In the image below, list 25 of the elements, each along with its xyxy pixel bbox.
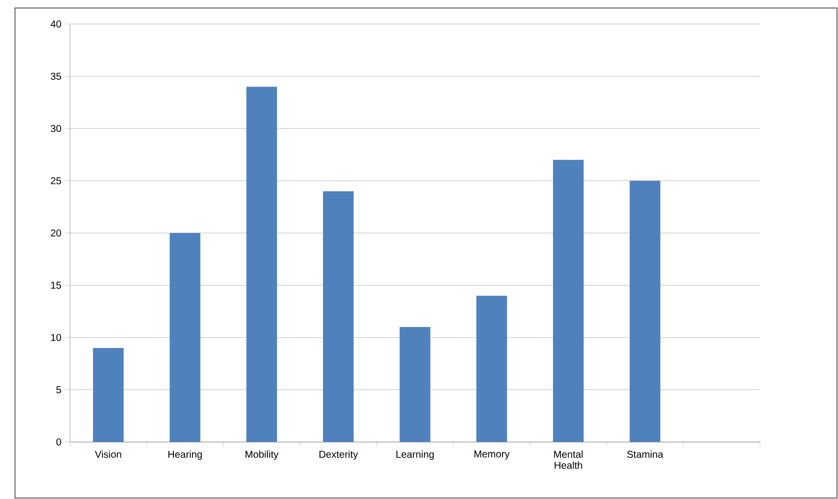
bar xyxy=(476,296,507,442)
x-tick-label: Stamina xyxy=(627,450,664,458)
bar xyxy=(630,180,660,442)
y-tick-label: 0 xyxy=(56,438,62,446)
x-tick-label: Learning xyxy=(396,450,434,460)
x-tick-label: Mobility xyxy=(246,450,279,460)
y-tick-label: 20 xyxy=(50,229,62,237)
y-tick-label: 10 xyxy=(51,334,62,342)
y-tick-label: 30 xyxy=(50,124,62,132)
y-tick-label: 15 xyxy=(51,282,62,289)
y-tick-label: 25 xyxy=(50,177,62,184)
y-tick-label: 35 xyxy=(50,72,62,80)
bar xyxy=(400,327,430,442)
x-tick-label: Hearing xyxy=(168,450,202,460)
bar xyxy=(553,160,584,442)
x-tick-label: Memory xyxy=(474,450,510,460)
bar xyxy=(93,348,124,442)
bar xyxy=(323,191,354,442)
x-tick-label: Mental Health xyxy=(554,450,583,469)
x-tick-label: Dexterity xyxy=(319,450,358,460)
bar xyxy=(246,86,277,442)
y-tick-label: 40 xyxy=(50,20,62,28)
x-tick-label: Vision xyxy=(94,450,122,458)
bar xyxy=(170,233,200,442)
y-tick-label: 5 xyxy=(56,386,62,394)
